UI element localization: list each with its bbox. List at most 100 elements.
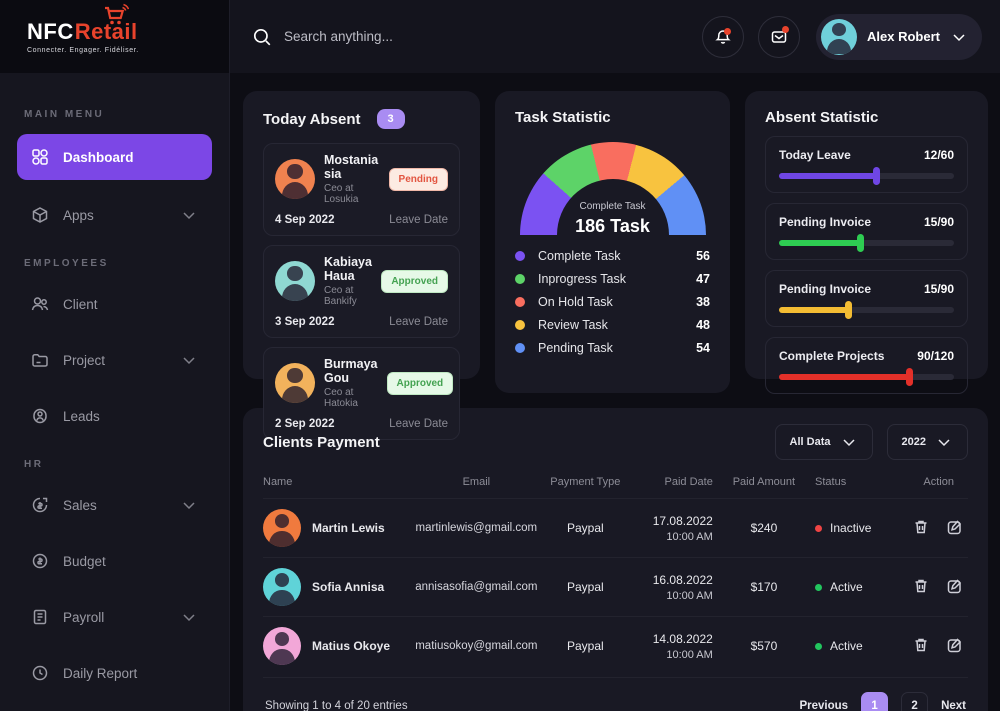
year-filter-dropdown[interactable]: 2022 — [886, 424, 968, 460]
brand-logo: NFC Retail Connecter. Engager. Fidéliser… — [0, 0, 229, 73]
task-gauge-chart: Complete Task 186 Task — [519, 142, 706, 237]
sidebar-item-client[interactable]: Client — [17, 283, 212, 325]
notifications-button[interactable] — [702, 15, 745, 58]
page-2-button[interactable]: 2 — [901, 692, 929, 711]
sidebar-item-label: Project — [63, 352, 106, 368]
clients-payment-title: Clients Payment — [263, 433, 380, 451]
progress-fill — [779, 167, 880, 185]
absent-role: Ceo at Bankify — [324, 285, 357, 307]
payroll-receipt-icon — [33, 609, 47, 625]
legend-label: On Hold Task — [538, 295, 613, 309]
edit-button[interactable] — [946, 518, 964, 539]
absent-statistic-card: Absent Statistic Today Leave 12/60 Pendi… — [745, 91, 988, 394]
absent-date: 2 Sep 2022 — [275, 418, 335, 430]
sidebar-item-dashboard[interactable]: Dashboard — [17, 134, 212, 180]
next-page-button[interactable]: Next — [941, 699, 966, 711]
col-payment-type: Payment Type — [550, 476, 621, 488]
task-statistic-card: Task Statistic Complete Task 186 Task Co… — [495, 91, 730, 393]
mail-icon — [771, 30, 787, 43]
sidebar-item-payroll[interactable]: Payroll — [17, 596, 212, 638]
delete-button[interactable] — [912, 518, 930, 539]
page-1-button[interactable]: 1 — [861, 692, 889, 711]
sidebar-item-label: Leads — [63, 408, 100, 424]
status-text: Active — [830, 639, 863, 653]
absent-list-item: Burmaya Gou Ceo at Hatokia Approved 2 Se… — [263, 347, 460, 440]
previous-page-button[interactable]: Previous — [799, 699, 849, 711]
search-input[interactable] — [284, 29, 544, 44]
sidebar-item-label: Sales — [63, 497, 97, 513]
sidebar-item-label: Client — [63, 296, 98, 312]
delete-button[interactable] — [912, 636, 930, 657]
progress-value: 15/90 — [923, 215, 954, 229]
legend-item: Pending Task 54 — [515, 341, 710, 355]
leave-date-label: Leave Date — [389, 214, 448, 226]
sales-coin-icon — [32, 497, 48, 513]
sidebar-item-apps[interactable]: Apps — [17, 194, 212, 236]
chevron-down-icon — [183, 212, 195, 220]
avatar — [263, 568, 301, 606]
trash-icon — [915, 638, 927, 651]
folder-icon — [32, 353, 48, 367]
status-text: Active — [830, 580, 863, 594]
chevron-down-icon — [183, 614, 195, 622]
progress-fill — [779, 301, 852, 319]
legend-dot — [515, 274, 525, 284]
col-paid-amount: Paid Amount — [732, 476, 796, 488]
legend-dot — [515, 297, 525, 307]
report-clock-icon — [32, 665, 48, 681]
legend-dot — [515, 343, 525, 353]
legend-value: 38 — [696, 295, 710, 309]
client-email: annisasofia@gmail.com — [415, 581, 538, 593]
legend-label: Review Task — [538, 318, 608, 332]
status-badge: Approved — [381, 269, 448, 293]
col-paid-date: Paid Date — [664, 476, 713, 488]
notification-dot — [724, 27, 732, 35]
delete-button[interactable] — [912, 577, 930, 598]
sidebar-item-daily-report[interactable]: Daily Report — [17, 652, 212, 694]
status-badge: Pending — [388, 167, 448, 191]
today-absent-count-badge: 3 — [376, 109, 405, 129]
client-email: matiusokoy@gmail.com — [415, 640, 538, 652]
chevron-down-icon — [183, 502, 195, 510]
sidebar-item-leads[interactable]: Leads — [17, 395, 212, 437]
topbar: Alex Robert — [230, 0, 1000, 73]
user-menu[interactable]: Alex Robert — [816, 13, 982, 60]
messages-button[interactable] — [758, 15, 801, 58]
legend-label: Complete Task — [538, 249, 621, 263]
data-filter-dropdown[interactable]: All Data — [774, 424, 873, 460]
status-dot — [815, 524, 823, 532]
search-bar[interactable] — [252, 27, 688, 47]
main-area: Alex Robert Today Absent 3 Mostania sia … — [230, 0, 1000, 711]
bell-icon — [715, 29, 731, 44]
legend-dot — [515, 251, 525, 261]
table-row: Martin Lewis martinlewis@gmail.com Paypa… — [263, 498, 968, 557]
progress-track — [779, 167, 954, 185]
progress-track — [779, 368, 954, 386]
table-footer: Showing 1 to 4 of 20 entries Previous 1 … — [263, 677, 968, 711]
sidebar-nav: MAIN MENU Dashboard Apps EMPLOYEES Clien… — [0, 73, 229, 708]
progress-value: 15/90 — [923, 282, 954, 296]
paid-amount: $240 — [750, 521, 778, 535]
dollar-circle-icon — [32, 553, 48, 569]
status-dot — [815, 642, 823, 650]
pagination: Previous 1 2 Next — [799, 692, 966, 711]
sidebar-item-budget[interactable]: Budget — [17, 540, 212, 582]
edit-button[interactable] — [946, 636, 964, 657]
showing-entries-text: Showing 1 to 4 of 20 entries — [265, 699, 408, 711]
chevron-down-icon — [183, 357, 195, 365]
col-action: Action — [923, 476, 954, 488]
edit-button[interactable] — [946, 577, 964, 598]
paid-time: 10:00 AM — [666, 648, 713, 661]
client-name: Martin Lewis — [312, 521, 385, 535]
sidebar-item-label: Apps — [63, 207, 94, 223]
sidebar-item-sales[interactable]: Sales — [17, 484, 212, 526]
avatar — [275, 159, 315, 199]
absent-list-item: Mostania sia Ceo at Losukia Pending 4 Se… — [263, 143, 460, 236]
progress-item: Pending Invoice 15/90 — [765, 203, 968, 260]
today-absent-title: Today Absent — [263, 110, 361, 128]
legend-item: Complete Task 56 — [515, 249, 710, 263]
legend-value: 54 — [696, 341, 710, 355]
paid-amount: $570 — [750, 639, 778, 653]
sidebar-item-project[interactable]: Project — [17, 339, 212, 381]
sidebar-item-label: Dashboard — [63, 149, 134, 165]
